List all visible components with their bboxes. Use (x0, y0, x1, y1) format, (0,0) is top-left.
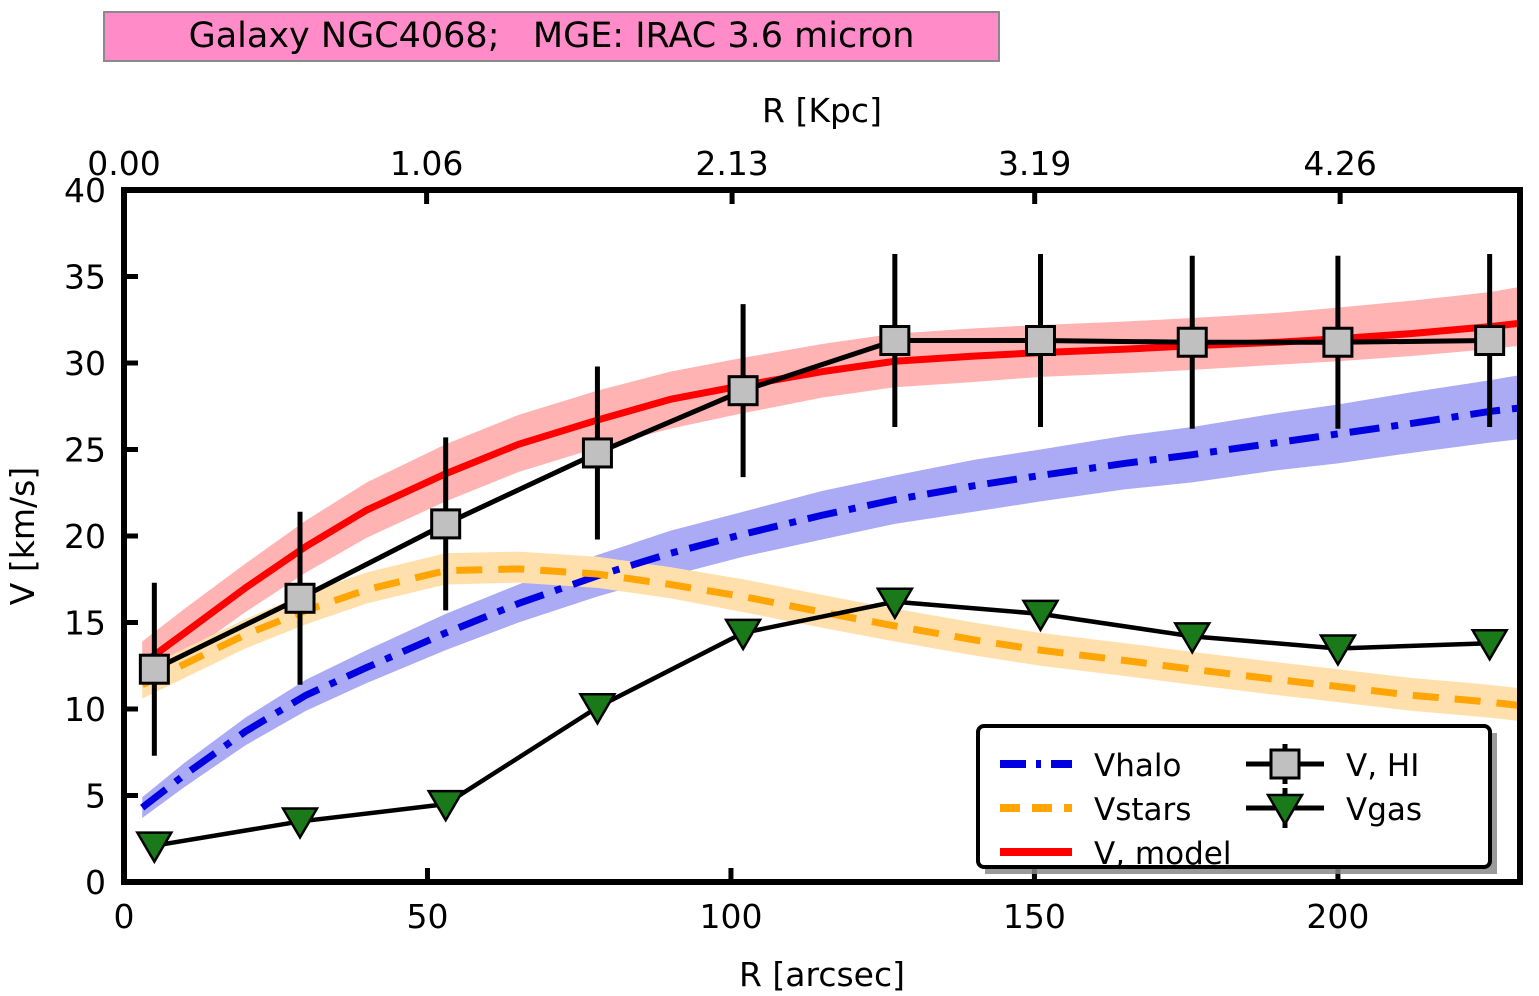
marker-triangle-down (135, 831, 174, 865)
curve-vhalo (140, 404, 1520, 811)
marker-square (581, 437, 613, 469)
data-markers (135, 325, 1509, 865)
band-vstars (142, 551, 1520, 722)
marker-square (284, 582, 316, 614)
marker-square (430, 508, 462, 540)
marker-square (138, 653, 170, 685)
y-axis-title: V [km/s] (3, 467, 42, 605)
marker-triangle-down (723, 618, 763, 652)
marker-square (1025, 325, 1057, 357)
tick-label-left: 10 (64, 690, 106, 729)
line-v-hi (153, 338, 1490, 672)
tick-label-bottom: 150 (1003, 897, 1066, 936)
legend-box (976, 724, 1492, 869)
axis-ticks (121, 187, 1343, 885)
legend-marker-square (1269, 748, 1301, 780)
figure-title-box: Galaxy NGC4068; MGE: IRAC 3.6 micron (103, 11, 1000, 62)
marker-triangle-down (1021, 599, 1060, 633)
tick-label-top: 2.13 (695, 144, 768, 183)
x-axis-title-bottom: R [arcsec] (739, 955, 905, 994)
tick-label-left: 20 (64, 517, 106, 556)
tick-label-top: 1.06 (390, 144, 463, 183)
axis-titles: R [arcsec] R [Kpc] V [km/s] (3, 91, 905, 994)
tick-label-left: 25 (64, 431, 106, 470)
marker-triangle-down (426, 789, 465, 823)
legend-label: Vgas (1346, 792, 1422, 828)
legend-label: Vstars (1094, 792, 1191, 828)
tick-label-top: 3.19 (998, 144, 1071, 183)
x-axis-title-top: R [Kpc] (762, 91, 882, 130)
marker-triangle-down (578, 693, 617, 726)
tick-label-left: 35 (64, 258, 106, 297)
tick-label-bottom: 50 (406, 897, 448, 936)
marker-square (727, 375, 759, 407)
tick-label-bottom: 0 (114, 897, 135, 936)
tick-label-left: 15 (64, 604, 106, 643)
figure-title: Galaxy NGC4068; MGE: IRAC 3.6 micron (188, 16, 915, 56)
marker-square (1176, 326, 1208, 358)
tick-label-top: 4.26 (1303, 144, 1376, 183)
axis-tick-labels: 0 50 100 150 200 0.00 1.06 2.13 3.19 4.26 0 5 10 15 20… (64, 144, 1377, 936)
legend-label: V, HI (1346, 748, 1419, 784)
tick-label-bottom: 100 (699, 897, 762, 936)
tick-label-left: 0 (85, 863, 106, 902)
legend-label: Vhalo (1094, 748, 1181, 784)
tick-label-bottom: 200 (1306, 897, 1369, 936)
marker-square (879, 325, 911, 357)
marker-triangle-down (1173, 622, 1212, 655)
band-vhalo (142, 375, 1520, 818)
legend-label: V, model (1094, 836, 1231, 872)
marker-triangle-down (280, 807, 320, 840)
line-vgas (153, 599, 1490, 848)
tick-label-left: 5 (85, 777, 106, 816)
data-connector-lines (153, 338, 1490, 848)
marker-triangle-down (1318, 634, 1358, 667)
marker-square (1322, 326, 1354, 358)
plot-legend: Vhalo Vstars V, model V, HI Vgas (976, 724, 1497, 874)
marker-triangle-down (1470, 629, 1509, 662)
marker-square (1474, 325, 1506, 357)
tick-label-top: 0.00 (87, 144, 160, 183)
legend-marker-triangle-down (1265, 793, 1305, 827)
tick-label-left: 30 (64, 344, 106, 383)
tick-label-left: 40 (64, 171, 106, 210)
marker-triangle-down (875, 587, 915, 621)
